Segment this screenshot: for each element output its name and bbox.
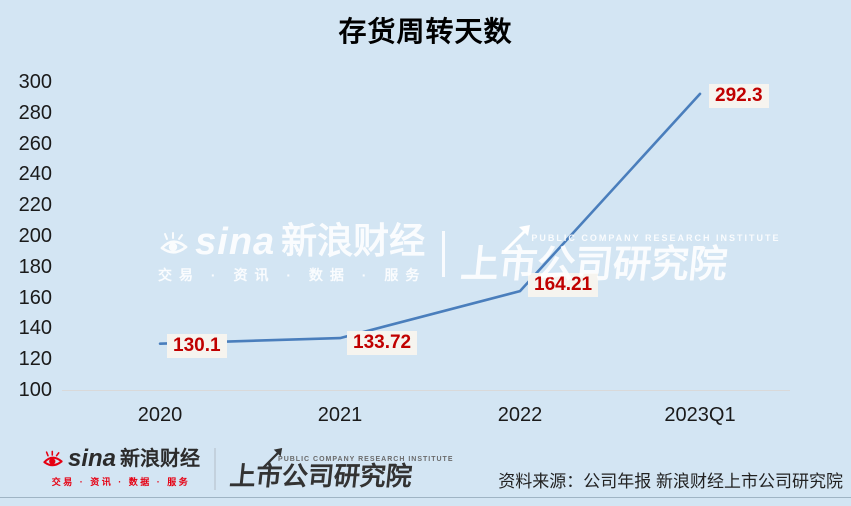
- y-tick-label: 160: [18, 286, 52, 309]
- y-tick-label: 220: [18, 194, 52, 217]
- y-tick-label: 280: [18, 101, 52, 124]
- footer-institute-en: PUBLIC COMPANY RESEARCH INSTITUTE: [278, 456, 454, 463]
- footer-sina-brand: 新浪财经: [120, 448, 201, 470]
- y-tick-label: 240: [18, 163, 52, 186]
- chart-title: 存货周转天数: [338, 16, 513, 47]
- bottom-divider: [0, 497, 851, 498]
- footer-institute-logo: PUBLIC COMPANY RESEARCH INSTITUTE 上市公司研究…: [228, 448, 454, 491]
- x-axis-label: 2023Q1: [664, 404, 736, 426]
- y-tick-label: 260: [18, 132, 52, 155]
- footer-institute: 上市公司研究院: [228, 461, 414, 491]
- x-axis-line: [62, 390, 790, 391]
- y-tick-label: 300: [18, 71, 52, 93]
- x-axis-label: 2020: [137, 404, 183, 426]
- footer-sina-wordmark: sina: [68, 445, 117, 472]
- x-axis-label: 2022: [497, 404, 543, 426]
- y-tick-label: 140: [18, 317, 52, 340]
- data-point-label: 292.3: [709, 83, 769, 108]
- y-tick-label: 120: [18, 348, 52, 371]
- footer-logo-divider: [214, 448, 217, 490]
- footer-sina-tagline: 交易 · 资讯 · 数据 · 服务: [51, 477, 191, 487]
- y-tick-label: 100: [18, 379, 52, 401]
- data-source-note: 资料来源：公司年报 新浪财经上市公司研究院: [498, 472, 843, 491]
- y-tick-label: 180: [18, 255, 52, 278]
- data-point-label: 130.1: [167, 333, 227, 358]
- footer: sina 新浪财经 交易 · 资讯 · 数据 · 服务 PUBLIC COMPA…: [42, 445, 454, 491]
- sina-eye-icon: [43, 450, 63, 467]
- arrow-up-icon: [261, 448, 283, 470]
- data-point-label: 133.72: [347, 331, 418, 356]
- y-tick-label: 200: [18, 225, 52, 247]
- x-axis-label: 2021: [317, 404, 363, 426]
- footer-sina-logo: sina 新浪财经 交易 · 资讯 · 数据 · 服务: [42, 445, 201, 488]
- data-point-label: 164.21: [528, 273, 599, 298]
